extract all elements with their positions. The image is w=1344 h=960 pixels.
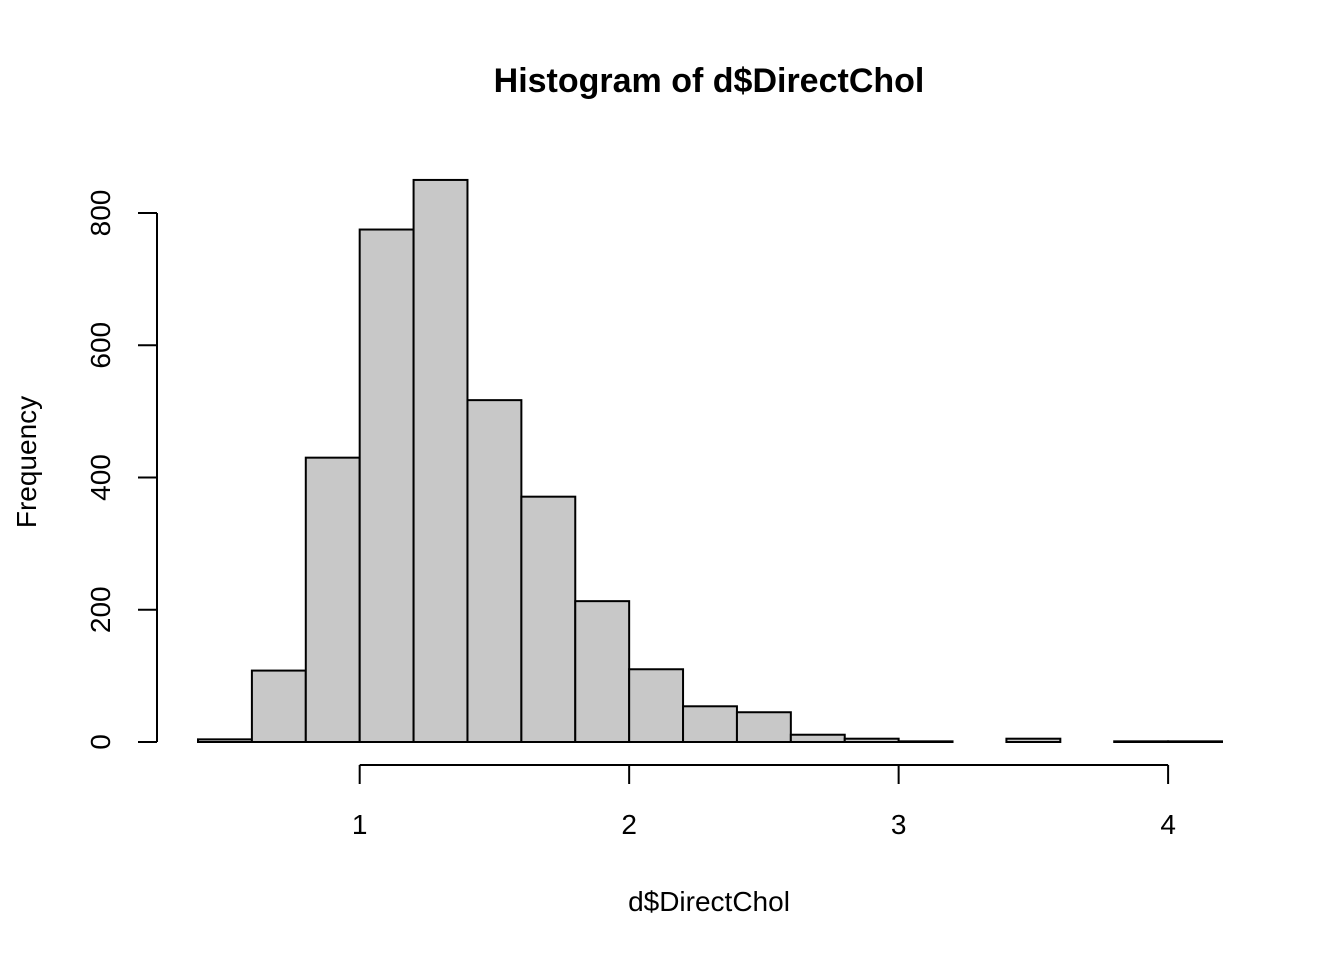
x-tick-label: 3 [891,809,907,840]
x-axis: 1 2 3 4 [352,764,1176,840]
chart-title: Histogram of d$DirectChol [494,62,925,100]
y-tick-label: 800 [85,190,116,237]
y-tick-label: 0 [85,734,116,750]
histogram-bar [1113,740,1170,743]
histogram-bar [466,399,523,743]
y-axis: 0 200 400 600 800 [85,190,158,750]
x-tick-label: 1 [352,809,368,840]
x-axis-label: d$DirectChol [628,886,790,917]
histogram-bar [897,740,954,743]
y-axis-label: Frequency [11,396,42,528]
histogram-bar [735,711,792,744]
histogram-bar [304,456,361,743]
histogram-bar [843,737,900,743]
histogram-bar [1005,737,1062,743]
y-tick-label: 400 [85,454,116,501]
histogram-bar [412,178,469,743]
bars-group [197,178,1223,744]
histogram-bar [250,669,307,744]
y-tick-label: 200 [85,586,116,633]
histogram-bar [1167,740,1223,743]
x-tick-label: 4 [1160,809,1176,840]
histogram-bar [520,495,577,743]
y-tick-label: 600 [85,322,116,369]
histogram-bar [574,600,631,743]
histogram-bar [789,733,846,744]
histogram-bar [682,705,738,743]
x-tick-label: 2 [621,809,637,840]
histogram-bar [358,228,415,743]
histogram-bar [197,738,253,743]
histogram-bar [628,668,685,744]
